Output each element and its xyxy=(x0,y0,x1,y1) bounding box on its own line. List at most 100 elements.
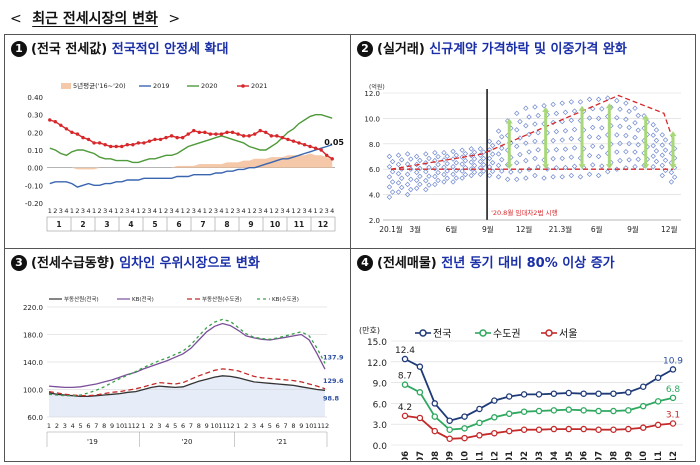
panel-grid: 0.40 0.30 0.20 0.10 0.00 -0.10 -0.20 0.05 5년평균('… xyxy=(4,34,696,462)
legend-label: 전국 xyxy=(433,328,451,340)
x-week-label: 3 xyxy=(236,207,240,215)
chart-jeonse-price: 0.40 0.30 0.20 0.10 0.00 -0.10 -0.20 0.05 5년평균('… xyxy=(25,81,344,232)
x-week-label: 2 xyxy=(208,207,212,215)
scatter-point xyxy=(499,145,505,151)
scatter-point xyxy=(477,165,484,171)
scatter-point xyxy=(668,169,675,176)
scatter-point xyxy=(562,164,569,171)
scatter-point xyxy=(459,168,465,174)
scatter-point xyxy=(389,179,396,185)
series-point xyxy=(610,390,617,397)
scatter-point xyxy=(653,137,660,144)
scatter-point xyxy=(486,164,493,170)
x-week-label: 3 xyxy=(192,207,196,215)
y-tick-label: 0.00 xyxy=(27,165,43,173)
x-week-label: 4 xyxy=(109,207,113,215)
x-category-label: 21.04 xyxy=(550,451,560,460)
y-tick-label: 12.0 xyxy=(367,359,387,369)
x-week-label: 3 xyxy=(81,207,85,215)
scatter-point xyxy=(495,128,502,134)
scatter-point xyxy=(632,163,638,170)
series-point-2021 xyxy=(59,123,63,127)
x-week-label: 4 xyxy=(219,207,223,215)
scatter-point xyxy=(459,175,465,181)
series-point xyxy=(610,426,617,433)
scatter-point xyxy=(480,155,487,162)
series-point-2021 xyxy=(186,132,190,136)
scatter-point xyxy=(571,126,578,133)
scatter-point xyxy=(499,156,505,163)
scatter-point xyxy=(441,149,447,156)
series-point xyxy=(669,394,677,402)
scatter-point xyxy=(399,175,405,181)
scatter-point xyxy=(514,176,520,183)
panel-number-2: 2 xyxy=(357,41,373,57)
series-point xyxy=(625,407,632,414)
scatter-point xyxy=(671,174,678,180)
scatter-point xyxy=(523,105,529,111)
series-point xyxy=(476,432,483,439)
scatter-point xyxy=(499,168,505,174)
scatter-point xyxy=(480,162,487,168)
series-point xyxy=(491,429,498,437)
x-month-label: 1 xyxy=(236,422,240,430)
scatter-point xyxy=(599,144,605,150)
scatter-point xyxy=(532,155,538,162)
scatter-point xyxy=(453,175,459,181)
panel-title-1: 1 (전국 전세값) 전국적인 안정세 확대 xyxy=(11,41,228,59)
scatter-point xyxy=(486,155,493,162)
y-tick-label: 10.0 xyxy=(364,115,380,123)
y-tick-label: 140.0 xyxy=(23,359,43,367)
scatter-point xyxy=(590,124,596,131)
scatter-point xyxy=(462,157,469,164)
x-month-label: 6 xyxy=(176,220,181,229)
y-axis-unit: (만호) xyxy=(359,326,380,335)
scatter-point xyxy=(595,134,602,141)
series-point-2021 xyxy=(192,128,196,133)
x-month-label: 12 xyxy=(318,220,328,229)
x-week-label: 2 xyxy=(75,207,79,215)
scatter-point xyxy=(559,100,565,106)
scatter-point xyxy=(471,169,478,175)
scatter-point xyxy=(399,157,405,163)
x-month-label: 3 xyxy=(104,220,109,229)
scatter-point xyxy=(423,151,429,157)
scatter-point xyxy=(386,184,393,190)
scatter-point xyxy=(614,149,620,155)
scatter-point xyxy=(614,97,620,104)
chart-transactions: 12.0 10.0 8.0 6.0 4.0 2.0 (억원) '20.8월 임대차2법 시행 2… xyxy=(364,83,681,234)
x-category-label: 21.01 xyxy=(505,451,515,460)
scatter-point xyxy=(650,143,656,149)
scatter-point xyxy=(495,162,502,169)
y-tick-label: 220.0 xyxy=(23,304,43,312)
x-week-label: 1 xyxy=(92,207,96,215)
scatter-point xyxy=(441,157,447,163)
scatter-point xyxy=(626,140,632,147)
x-tick-label: 12월 xyxy=(661,224,678,234)
series-point xyxy=(580,407,587,414)
panel-title-3: 3 (전세수급동향) 임차인 우위시장으로 변화 xyxy=(11,255,260,273)
series-point-2021 xyxy=(225,130,229,135)
x-month-label: 2 xyxy=(244,422,248,430)
scatter-point xyxy=(389,169,396,175)
scatter-point xyxy=(559,155,565,162)
series-point xyxy=(461,413,468,420)
series-point xyxy=(446,426,453,433)
x-week-label: 2 xyxy=(230,207,234,215)
series-point xyxy=(550,425,558,433)
scatter-point xyxy=(489,142,496,149)
x-month-label: 4 xyxy=(128,220,133,229)
panel-supply-demand: 220.0 180.0 140.0 100.0 60.0 137.9 129.6 98.8 부동… xyxy=(5,249,351,461)
x-week-label: 4 xyxy=(308,207,312,215)
scatter-point xyxy=(550,156,556,162)
scatter-point xyxy=(435,153,441,160)
scatter-point xyxy=(450,148,456,155)
x-week-label: 1 xyxy=(114,207,118,215)
series-point-2021 xyxy=(164,135,168,140)
scatter-point xyxy=(535,112,541,119)
series-point xyxy=(461,434,468,442)
scatter-point xyxy=(389,189,396,195)
y-axis-unit: (억원) xyxy=(369,83,385,91)
x-week-label: 2 xyxy=(297,207,301,215)
x-category-label: 21.06 xyxy=(580,451,590,460)
